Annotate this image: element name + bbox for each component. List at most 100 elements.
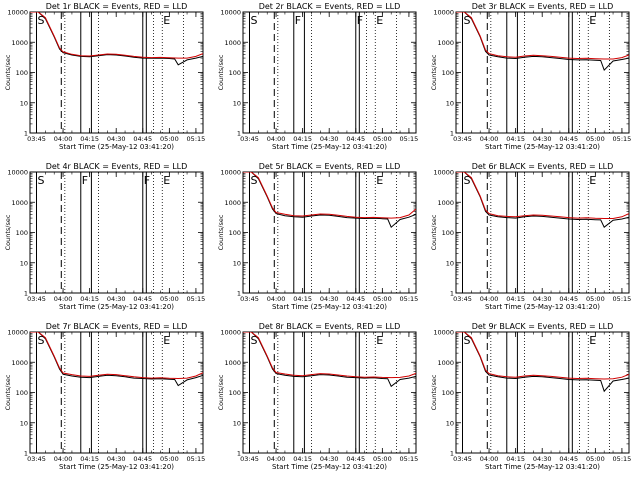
panel-title: Det 7r BLACK = Events, RED = LLD [46,322,188,331]
plot-frame [455,171,630,294]
y-axis-label: Counts/sec [217,374,225,410]
x-tick-label: 04:30 [320,455,339,463]
x-tick-label: 04:15 [80,135,99,143]
x-tick-label: 03:45 [27,135,46,143]
x-axis-label: Start Time (25-May-12 03:41:20) [485,303,600,311]
time-marker-label: F [144,174,150,187]
y-axis-label: Counts/sec [217,54,225,90]
time-marker-label: S [463,14,470,27]
y-tick-label: 1000 [437,39,454,47]
time-marker-label: S [250,174,257,187]
y-tick-label: 1000 [224,39,241,47]
y-tick-label: 1000 [11,359,28,367]
x-tick-label: 04:45 [559,455,578,463]
y-axis-label: Counts/sec [430,214,438,250]
x-tick-label: 03:45 [453,135,472,143]
x-tick-label: 05:00 [373,455,392,463]
x-tick-label: 05:00 [160,295,179,303]
x-tick-label: 04:30 [320,295,339,303]
time-marker-label: S [463,174,470,187]
y-tick-label: 10 [233,419,241,427]
y-axis-label: Counts/sec [4,214,12,250]
time-marker-label: E [376,174,383,187]
series-lld-line [30,332,203,380]
plot-frame [242,171,417,294]
x-tick-label: 05:00 [160,455,179,463]
y-tick-label: 10000 [220,9,241,17]
x-tick-label: 04:00 [480,295,499,303]
time-marker-label: S [250,14,257,27]
x-tick-label: 04:15 [293,135,312,143]
x-tick-label: 05:15 [400,455,419,463]
y-tick-label: 1000 [224,199,241,207]
x-tick-label: 05:15 [613,295,632,303]
panel-title: Det 6r BLACK = Events, RED = LLD [472,162,614,171]
series-lld-line [30,12,203,59]
y-tick-label: 100 [16,229,28,237]
y-tick-label: 100 [442,229,454,237]
series-lld-line [456,332,629,380]
series-events-line [30,12,203,66]
y-tick-label: 100 [16,69,28,77]
detector-panel-8: Det 8r BLACK = Events, RED = LLD 1 10 100 10… [217,322,418,471]
y-tick-label: 100 [229,389,241,397]
time-marker-label: E [376,334,383,347]
y-tick-label: 10000 [220,329,241,337]
y-tick-label: 10 [20,259,28,267]
x-tick-label: 03:45 [240,135,259,143]
x-tick-label: 05:00 [373,135,392,143]
x-tick-label: 04:00 [54,295,73,303]
x-tick-label: 03:45 [453,455,472,463]
x-tick-label: 04:00 [54,455,73,463]
detector-panel-6: Det 6r BLACK = Events, RED = LLD 1 10 100 10… [430,162,631,311]
y-tick-label: 100 [229,229,241,237]
panel-title: Det 9r BLACK = Events, RED = LLD [472,322,614,331]
detector-panel-1: Det 1r BLACK = Events, RED = LLD 1 10 100 10… [4,2,205,151]
time-marker-label: S [37,174,44,187]
x-tick-label: 05:00 [586,295,605,303]
x-axis-label: Start Time (25-May-12 03:41:20) [272,143,387,151]
detector-panel-3: Det 3r BLACK = Events, RED = LLD 1 10 100 10… [430,2,631,151]
time-marker-label: E [163,334,170,347]
detector-panel-4: Det 4r BLACK = Events, RED = LLD 1 10 100 10… [4,162,205,311]
x-tick-label: 04:00 [480,135,499,143]
panel-title: Det 2r BLACK = Events, RED = LLD [259,2,401,11]
time-marker-label: F [357,14,363,27]
plot-frame [29,11,204,134]
y-tick-label: 100 [16,389,28,397]
detector-panel-7: Det 7r BLACK = Events, RED = LLD 1 10 100 10… [4,322,205,471]
y-tick-label: 10 [233,259,241,267]
x-tick-label: 04:30 [533,135,552,143]
x-tick-label: 04:00 [54,135,73,143]
series-lld-line [243,172,416,219]
x-tick-label: 04:30 [320,135,339,143]
y-tick-label: 10 [446,259,454,267]
y-tick-label: 10000 [7,9,28,17]
x-tick-label: 05:15 [613,135,632,143]
series-events-line [30,332,203,387]
x-axis-label: Start Time (25-May-12 03:41:20) [485,143,600,151]
x-tick-label: 04:30 [533,295,552,303]
x-tick-label: 04:45 [559,135,578,143]
panel-title: Det 4r BLACK = Events, RED = LLD [46,162,188,171]
y-axis-label: Counts/sec [217,214,225,250]
y-tick-label: 1000 [224,359,241,367]
y-tick-label: 10000 [433,9,454,17]
time-marker-label: F [82,174,88,187]
x-tick-label: 04:45 [133,295,152,303]
x-tick-label: 04:30 [107,295,126,303]
time-marker-label: S [250,334,257,347]
x-tick-label: 03:45 [240,455,259,463]
time-marker-label: S [463,334,470,347]
x-axis-label: Start Time (25-May-12 03:41:20) [272,303,387,311]
x-tick-label: 04:45 [133,135,152,143]
y-axis-label: Counts/sec [4,374,12,410]
x-tick-label: 05:00 [373,295,392,303]
x-tick-label: 05:15 [187,295,206,303]
y-tick-label: 1000 [437,199,454,207]
y-tick-label: 10000 [7,329,28,337]
x-axis-label: Start Time (25-May-12 03:41:20) [59,143,174,151]
detector-panel-2: Det 2r BLACK = Events, RED = LLD 1 10 100 10… [217,2,418,151]
y-axis-label: Counts/sec [430,54,438,90]
